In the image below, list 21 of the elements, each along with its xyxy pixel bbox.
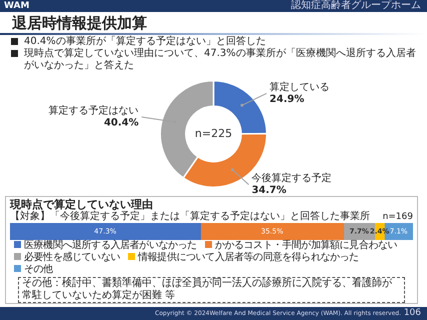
text: 40.4%の事業所が「算定する予定はない」と回答した bbox=[24, 36, 266, 47]
slice-label: 今後算定する予定 bbox=[252, 172, 332, 184]
text: 106 bbox=[404, 308, 421, 319]
text: n=225 bbox=[194, 126, 232, 140]
legend-label: かかるコスト・手間が加算額に見合わない bbox=[214, 240, 398, 251]
legend-label: 必要性を感じていない bbox=[24, 252, 120, 263]
text: その他：検討中、書類準備中、ほぼ全員が同一法人の診療所に入院する、看護師が常駐していないため算定が困難 等 bbox=[18, 277, 405, 303]
chart-title: 現時点で算定していない理由 bbox=[10, 198, 154, 211]
text: n=169 bbox=[382, 211, 413, 223]
data-label: 40.4% bbox=[104, 118, 139, 129]
chart-title: 退居時情報提供加算 bbox=[12, 14, 147, 32]
data-label: 24.9% bbox=[270, 94, 304, 105]
text: WAM bbox=[4, 1, 30, 11]
legend-label: 医療機関へ退所する入居者がいなかった bbox=[24, 240, 197, 251]
legend-label: 情報提供について入居者等の同意を得られなかった bbox=[138, 252, 359, 263]
text: 現時点で算定していない理由について、47.3%の事業所が「医療機関へ退所する入居者がいなかった」と答えた bbox=[24, 48, 416, 71]
legend-label: その他 bbox=[24, 264, 53, 275]
chart-subtitle: 【対象】「今後算定する予定」または「算定する予定はない」と回答した事業所 bbox=[10, 211, 370, 222]
slice-label: 算定する予定はない bbox=[48, 104, 139, 117]
data-label: 34.7% bbox=[252, 185, 286, 196]
slice-label: 算定している bbox=[270, 80, 330, 93]
